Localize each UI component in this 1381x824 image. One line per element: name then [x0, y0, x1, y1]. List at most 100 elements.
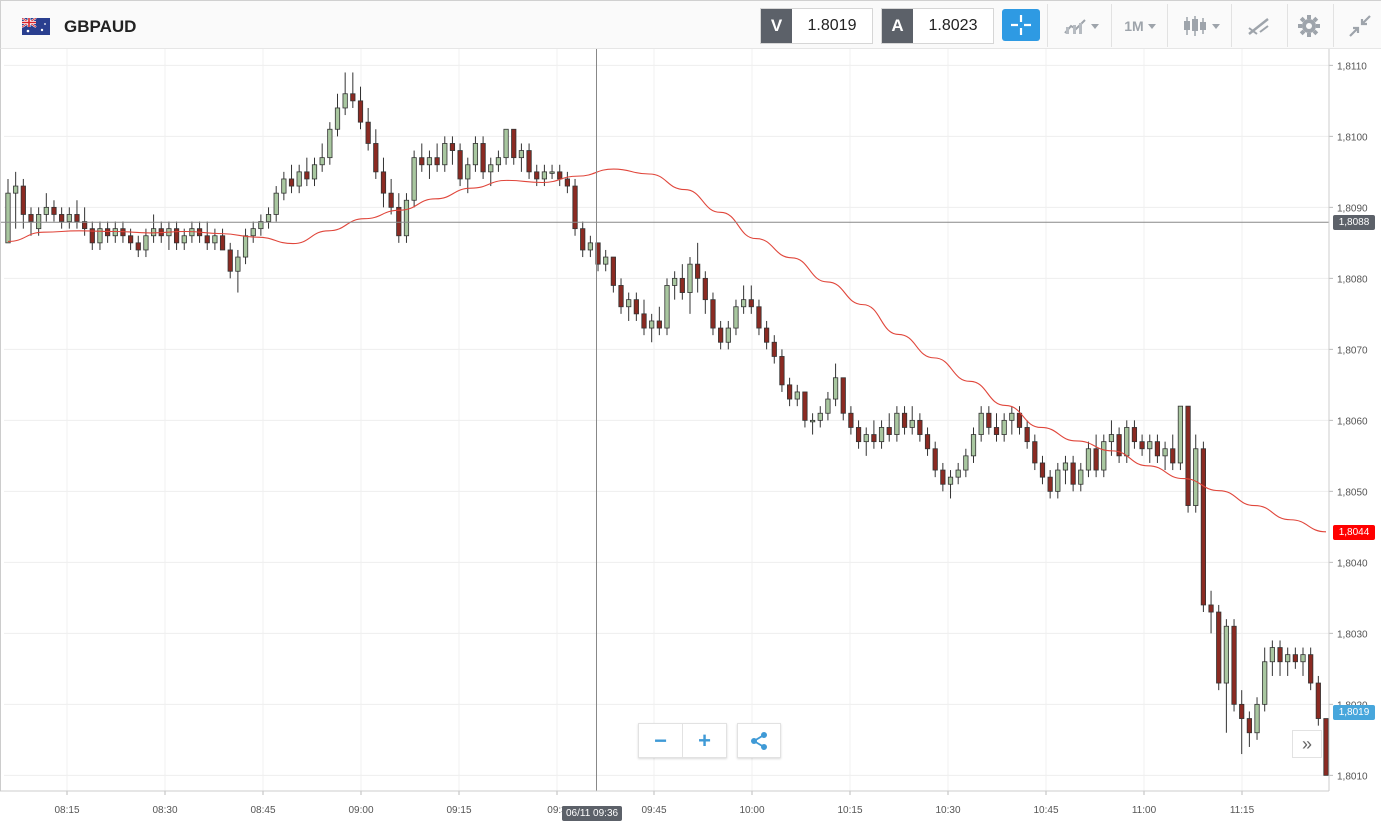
candle-body [495, 157, 502, 166]
candle [748, 285, 754, 314]
gb-au-flag-icon [22, 18, 50, 35]
candle-body [365, 121, 371, 144]
candle [74, 200, 80, 229]
candle-body [1162, 448, 1168, 457]
candle-body [1223, 625, 1229, 684]
drawing-tools-button[interactable] [1241, 9, 1277, 43]
candle-body [1323, 718, 1329, 776]
candle [319, 143, 325, 172]
candle-body [28, 214, 34, 222]
candle [105, 221, 111, 243]
candle-body [878, 427, 885, 443]
candle [380, 157, 387, 208]
candle-body [863, 434, 869, 443]
candle-body [426, 157, 433, 166]
candle [564, 171, 570, 194]
scroll-to-latest-button[interactable]: » [1292, 730, 1322, 758]
candle [978, 406, 984, 442]
candle [917, 413, 923, 442]
buy-label: A [882, 9, 913, 43]
candle-body [43, 206, 49, 215]
y-tick-label: 1,8010 [1337, 771, 1368, 782]
candle-body [273, 192, 279, 215]
x-tick-label: 08:45 [250, 805, 275, 816]
candle [112, 221, 118, 243]
candle [449, 136, 456, 165]
candle [641, 299, 647, 336]
candle-body [603, 256, 609, 265]
candle-body [59, 214, 65, 222]
candle-body [334, 107, 341, 130]
zoom-out-button[interactable]: − [654, 727, 667, 753]
candle [242, 228, 249, 265]
candle [855, 420, 862, 449]
candle [342, 72, 348, 116]
x-tick-label: 10:15 [837, 805, 862, 816]
x-tick-label: 10:45 [1033, 805, 1058, 816]
candle [480, 136, 486, 179]
candle-body [1108, 434, 1115, 443]
share-button[interactable] [737, 723, 781, 758]
candle-body [304, 171, 310, 180]
candle-body [403, 199, 410, 237]
candle-body [672, 277, 678, 286]
candlestick-button[interactable] [1177, 9, 1225, 43]
candle-body [13, 185, 19, 194]
candle-body [993, 427, 1000, 435]
x-tick-label: 11:15 [1230, 805, 1255, 816]
candle-body [917, 419, 923, 435]
candle-body [219, 235, 226, 251]
candle [672, 271, 678, 300]
candle-body [82, 221, 88, 230]
candle [1024, 420, 1030, 449]
candle [633, 292, 639, 321]
crosshair-button[interactable] [1002, 9, 1040, 41]
candle [664, 278, 670, 336]
candle [603, 249, 609, 272]
settings-button[interactable] [1293, 9, 1325, 43]
candle [894, 406, 900, 442]
candle [756, 299, 762, 336]
timeframe-select[interactable]: 1M [1119, 9, 1161, 43]
candle [993, 413, 1000, 442]
candle-body [472, 143, 479, 166]
candle [1262, 647, 1268, 712]
toolbar: GBPAUD V 1.8019 A 1.8023 1M [0, 0, 1381, 49]
candle-body [150, 228, 157, 237]
candle [932, 441, 938, 478]
candle-body [1009, 412, 1015, 421]
candle [20, 178, 26, 229]
candle [1292, 647, 1298, 669]
candle [1239, 690, 1245, 755]
candle-body [457, 150, 463, 180]
candle [557, 164, 563, 187]
candle [863, 427, 869, 456]
price-chart[interactable]: 1,8110 1,8100 1,8090 1,8080 1,8070 1,8060 1,80… [0, 49, 1381, 824]
candle-body [649, 320, 655, 329]
crosshair-icon [1011, 15, 1031, 35]
candle [173, 221, 180, 250]
candle [1185, 405, 1191, 513]
x-tick-label: 11:00 [1132, 805, 1157, 816]
candle-body [181, 235, 187, 244]
candle [832, 363, 839, 407]
share-icon [751, 731, 767, 750]
candle [1147, 434, 1153, 463]
candle-body [1231, 625, 1237, 705]
chart-type-button[interactable] [1057, 9, 1105, 43]
moving-average-line [7, 168, 1327, 533]
candle-body [296, 171, 302, 187]
candle-body [756, 306, 762, 329]
candle-body [764, 327, 770, 343]
candle [13, 171, 19, 229]
candle [702, 271, 708, 314]
candle-body [227, 249, 233, 272]
candle-body [848, 412, 854, 428]
collapse-button[interactable] [1345, 9, 1375, 43]
candle [871, 420, 877, 449]
sell-quote[interactable]: V 1.8019 [760, 8, 873, 44]
zoom-in-button[interactable]: + [682, 724, 726, 757]
buy-quote[interactable]: A 1.8023 [881, 8, 994, 44]
candlestick-icon [1184, 16, 1206, 36]
candle-body [1101, 441, 1107, 471]
